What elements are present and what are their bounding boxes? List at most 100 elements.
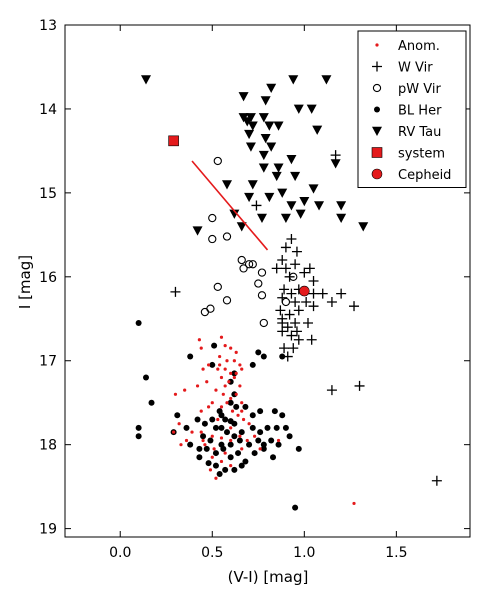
data-point: [222, 296, 232, 305]
data-point: [279, 343, 290, 354]
legend-marker: [371, 168, 383, 180]
legend-marker: [372, 83, 382, 93]
data-point: [299, 197, 310, 207]
data-point: [196, 454, 203, 461]
data-point: [289, 272, 298, 281]
data-point: [256, 213, 267, 224]
data-point: [216, 367, 220, 371]
cepheid-marker: [299, 285, 310, 297]
legend-label: system: [398, 147, 445, 162]
data-point: [249, 424, 256, 431]
data-point: [279, 412, 286, 419]
legend-label: Anom.: [398, 39, 440, 54]
data-point: [237, 255, 246, 265]
data-point: [199, 409, 203, 413]
data-point: [244, 192, 255, 203]
data-point: [255, 437, 262, 444]
data-point: [282, 322, 293, 333]
data-point: [266, 83, 277, 93]
data-point: [238, 462, 245, 469]
data-point: [431, 475, 442, 486]
data-point: [245, 113, 256, 123]
data-point: [284, 309, 295, 320]
data-point: [321, 75, 332, 85]
data-point: [219, 375, 224, 380]
data-point: [258, 113, 269, 123]
data-point: [241, 417, 246, 422]
data-point: [275, 305, 286, 316]
data-point: [238, 92, 249, 102]
legend: Anom. W Vir pW Vir BL Her RV Tau system Cephei…: [357, 30, 467, 188]
data-point: [303, 317, 313, 328]
data-point: [281, 297, 291, 307]
data-point: [286, 155, 297, 165]
system-marker: [168, 135, 179, 147]
series-w-vir: [170, 150, 442, 486]
data-point: [255, 349, 262, 356]
data-point: [187, 353, 194, 360]
data-point: [209, 361, 216, 368]
data-point: [266, 142, 277, 152]
data-point: [223, 367, 227, 371]
data-point: [229, 426, 233, 430]
data-point: [286, 288, 297, 299]
data-point: [280, 263, 291, 274]
data-point: [273, 121, 284, 131]
data-point: [253, 434, 257, 438]
data-point: [236, 222, 247, 232]
data-point: [264, 121, 275, 131]
data-point: [349, 301, 360, 312]
data-point: [187, 441, 194, 448]
data-point: [177, 422, 181, 426]
data-point: [258, 150, 269, 161]
data-point: [268, 437, 275, 444]
data-point: [251, 450, 258, 457]
y-tick-label: 15: [39, 186, 57, 202]
data-point: [205, 460, 212, 467]
data-point: [242, 458, 249, 465]
data-point: [290, 259, 301, 270]
data-point: [245, 438, 249, 443]
data-point: [308, 276, 319, 286]
data-point: [197, 338, 201, 342]
data-point: [223, 344, 227, 348]
legend-marker: [371, 147, 383, 158]
data-point: [203, 443, 207, 447]
data-point: [293, 104, 304, 114]
data-point: [229, 464, 233, 468]
data-point: [200, 307, 210, 317]
data-point: [216, 471, 223, 478]
data-point: [225, 401, 229, 405]
data-point: [231, 466, 238, 473]
data-point: [207, 437, 214, 444]
axis-labels: (V-I) [mag] I [mag]: [16, 255, 308, 586]
data-point: [257, 268, 267, 277]
data-point: [222, 232, 232, 241]
data-point: [219, 459, 224, 464]
data-point: [238, 384, 242, 388]
data-point: [308, 184, 319, 194]
data-point: [288, 75, 299, 85]
data-point: [292, 504, 299, 511]
x-tick-label: 1.0: [293, 545, 315, 561]
data-point: [258, 447, 262, 451]
data-point: [354, 380, 365, 391]
data-point: [260, 134, 271, 144]
data-point: [200, 433, 207, 440]
data-point: [326, 385, 337, 396]
data-point: [231, 433, 238, 440]
data-point: [279, 353, 286, 360]
data-point: [249, 412, 256, 419]
data-point: [206, 363, 211, 367]
data-point: [148, 399, 155, 406]
data-point: [290, 317, 301, 328]
data-point: [179, 443, 183, 447]
data-point: [275, 441, 282, 448]
data-point: [229, 346, 233, 350]
legend-label: Cepheid: [398, 168, 451, 183]
data-point: [257, 429, 264, 436]
data-point: [219, 436, 224, 440]
legend-marker: [372, 61, 382, 72]
data-point: [183, 388, 187, 392]
data-point: [238, 429, 245, 436]
